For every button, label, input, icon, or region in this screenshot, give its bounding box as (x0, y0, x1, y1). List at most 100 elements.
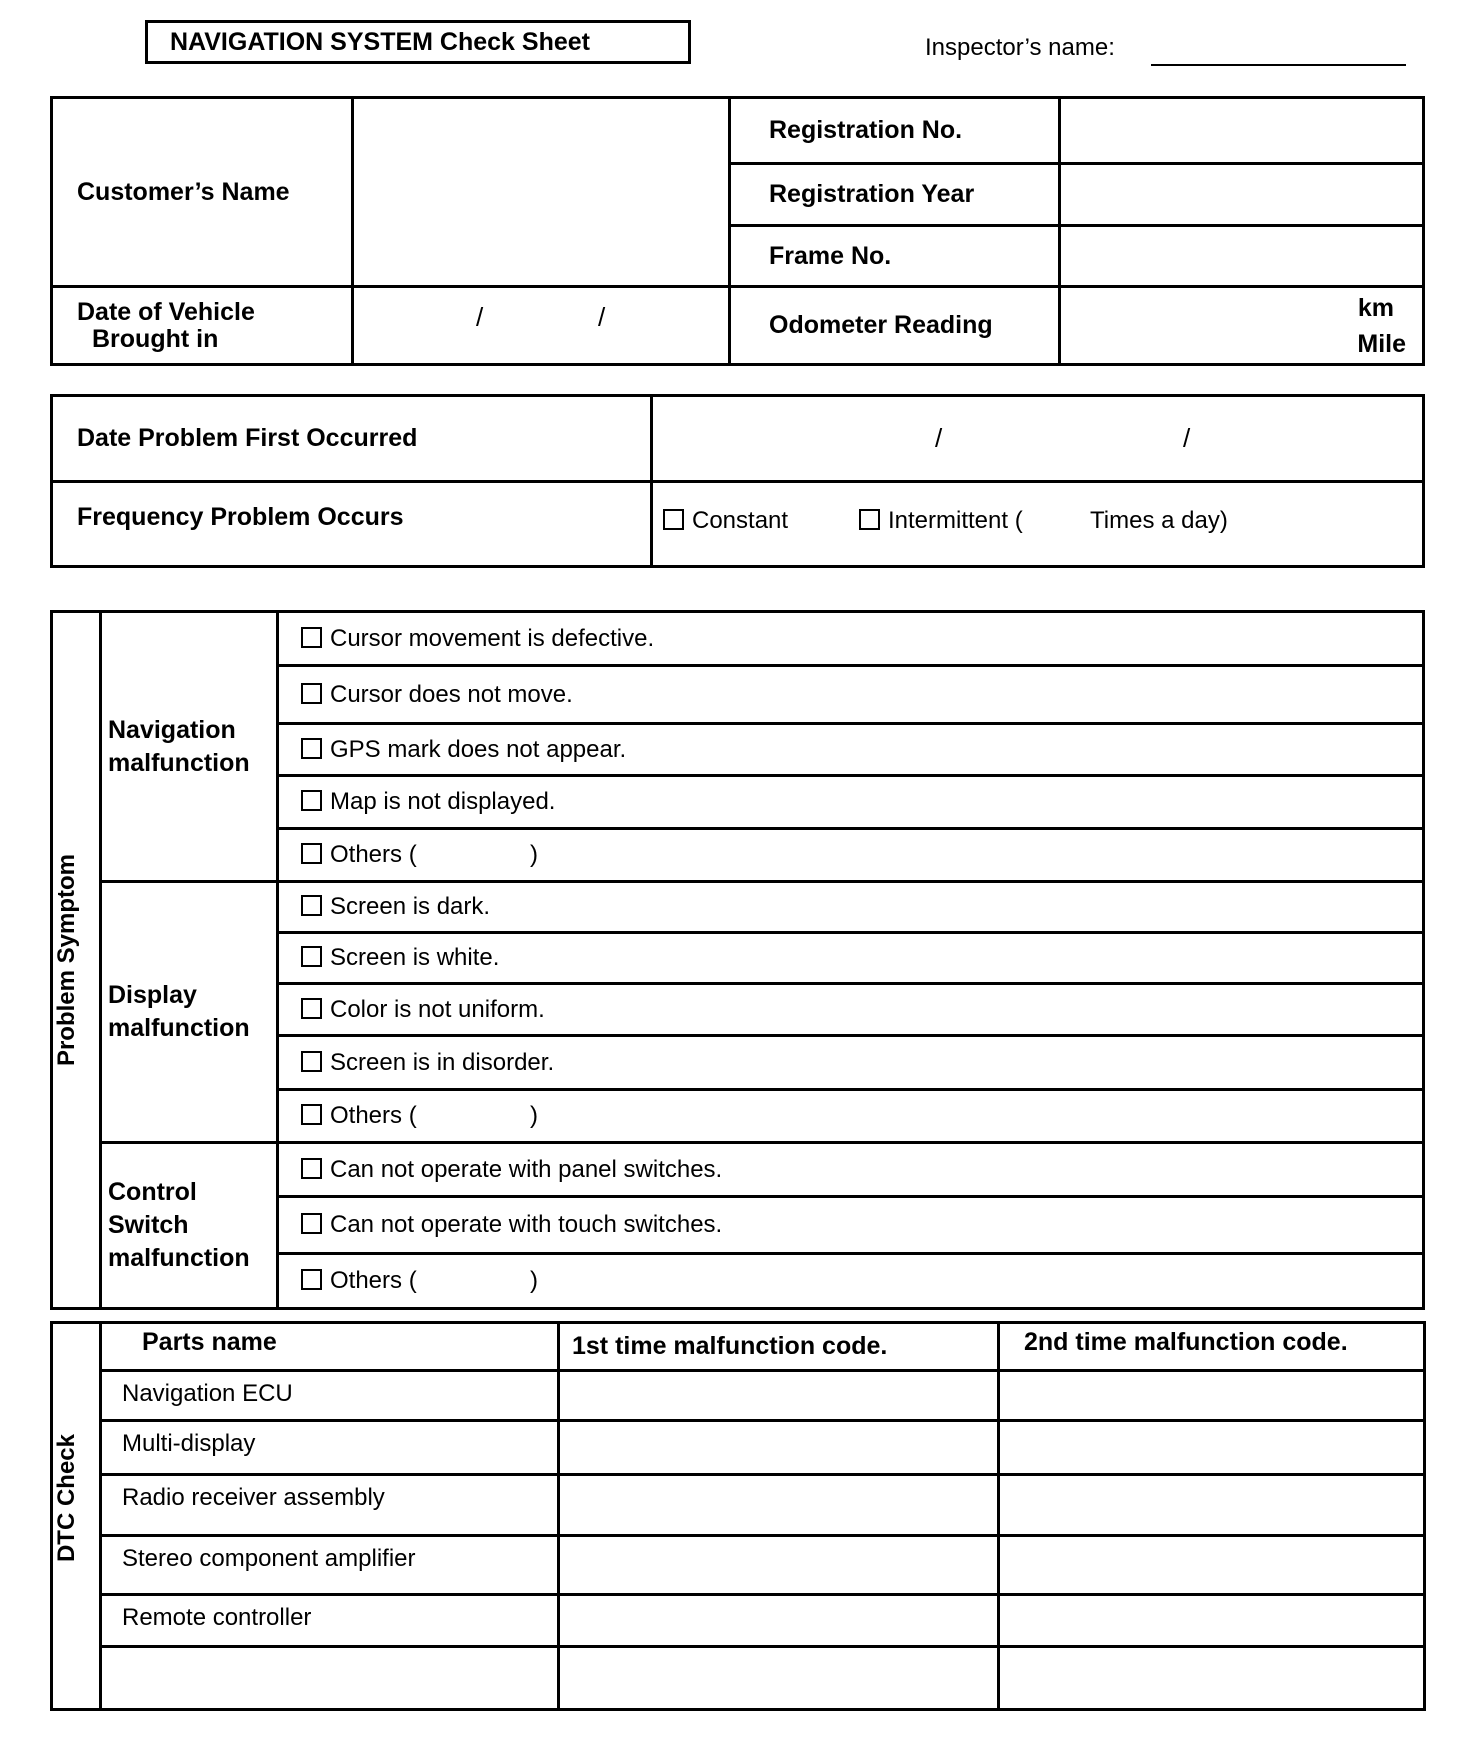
odometer-unit-mile: Mile (1357, 330, 1406, 358)
problem-symptom-label: Problem Symptom (53, 853, 80, 1067)
inspector-name-field[interactable] (1151, 64, 1406, 66)
registration-no-field[interactable] (1058, 96, 1425, 165)
checkbox[interactable] (301, 737, 322, 759)
frame-no-field[interactable] (1058, 224, 1425, 288)
registration-year-field[interactable] (1058, 162, 1425, 227)
symptom-item[interactable]: Can not operate with panel switches. (276, 1141, 1425, 1198)
second-code-field[interactable] (997, 1534, 1426, 1596)
symptom-group-label: Navigation malfunction (99, 610, 279, 883)
symptom-item[interactable]: Can not operate with touch switches. (276, 1195, 1425, 1255)
checkbox[interactable] (301, 1213, 322, 1234)
vehicle-info-table: Customer’s Name Registration No. Registr… (50, 96, 1425, 366)
dtc-row (52, 1645, 1426, 1711)
dtc-part-name: Radio receiver assembly (99, 1473, 560, 1537)
first-code-field[interactable] (557, 1534, 1000, 1596)
symptom-item[interactable]: Screen is dark. (276, 880, 1425, 934)
second-code-field[interactable] (997, 1419, 1426, 1476)
date-brought-in-label: Date of Vehicle Brought in (50, 285, 354, 366)
checkbox[interactable] (301, 682, 322, 704)
problem-occurrence-table: Date Problem First Occurred / / Frequenc… (50, 394, 1425, 568)
symptom-item-label: Cursor does not move. (330, 680, 573, 708)
checkbox[interactable] (301, 1050, 322, 1072)
checkbox[interactable] (301, 946, 322, 967)
dtc-row: Radio receiver assembly (52, 1473, 1426, 1537)
symptom-row: Screen is white. (52, 931, 1425, 985)
checkbox[interactable] (301, 895, 322, 916)
date-first-occurred-field[interactable]: / / (650, 394, 1425, 483)
symptom-row: Others ( ) (52, 827, 1425, 883)
symptom-item[interactable]: Screen is in disorder. (276, 1034, 1425, 1091)
date-separator: / (598, 302, 606, 332)
odometer-unit-km: km (1357, 294, 1394, 322)
symptom-group-label-line: Control (108, 1178, 197, 1206)
symptom-group-label: Control Switch malfunction (99, 1141, 279, 1310)
dtc-column-header: 1st time malfunction code. (557, 1321, 1000, 1372)
date-brought-in-label-line2: Brought in (92, 324, 219, 353)
symptom-item-label: Others ( ) (330, 841, 539, 868)
odometer-field[interactable]: km Mile (1058, 285, 1425, 366)
symptom-group-label-line: Display (108, 981, 197, 1009)
symptom-group-label: Display malfunction (99, 880, 279, 1144)
symptom-row: Display malfunction Screen is dark. (52, 880, 1425, 1144)
times-a-day-label: Times a day) (1090, 507, 1228, 534)
symptom-group-label-line: malfunction (108, 748, 250, 777)
checkbox[interactable] (859, 509, 880, 530)
intermittent-option[interactable]: Intermittent ( (859, 507, 1023, 535)
first-code-field[interactable] (557, 1473, 1000, 1537)
symptom-item[interactable]: Others ( ) (276, 1088, 1425, 1144)
first-code-field[interactable] (557, 1593, 1000, 1648)
symptom-item-label: Map is not displayed. (330, 788, 556, 815)
frequency-label: Frequency Problem Occurs (50, 480, 653, 568)
dtc-header-row: DTC Check Parts name 1st time malfunction … (50, 1321, 1426, 1711)
page-title: NAVIGATION SYSTEM Check Sheet (145, 20, 691, 64)
symptom-item[interactable]: Others ( ) (276, 827, 1425, 883)
date-separator: / (935, 423, 943, 453)
symptom-item-label: Color is not uniform. (330, 995, 545, 1023)
dtc-column-header: 2nd time malfunction code. (997, 1321, 1426, 1372)
checkbox[interactable] (663, 509, 684, 530)
first-code-field[interactable] (557, 1419, 1000, 1476)
symptom-item-label: Can not operate with panel switches. (330, 1155, 723, 1183)
dtc-part-name: Multi-display (99, 1419, 560, 1476)
symptom-row: Screen is in disorder. (52, 1034, 1425, 1091)
symptom-item[interactable]: Cursor does not move. (276, 664, 1425, 725)
symptom-row: Cursor does not move. (52, 664, 1425, 725)
checkbox[interactable] (301, 1104, 322, 1125)
symptom-item[interactable]: Screen is white. (276, 931, 1425, 985)
symptom-item-label: Others ( ) (330, 1102, 539, 1129)
second-code-field[interactable] (997, 1369, 1426, 1422)
dtc-check-label: DTC Check (53, 1434, 80, 1563)
second-code-field[interactable] (997, 1645, 1426, 1711)
symptom-item-label: Screen is dark. (330, 893, 491, 920)
checkbox[interactable] (301, 843, 322, 864)
checkbox[interactable] (301, 790, 322, 811)
checkbox[interactable] (301, 997, 322, 1019)
first-code-field[interactable] (557, 1369, 1000, 1422)
symptom-group-label-line: Navigation (108, 715, 236, 744)
symptom-row: Problem Symptom Navigation malfunction Curs… (50, 610, 1425, 1310)
symptom-item[interactable]: Cursor movement is defective. (276, 610, 1425, 667)
date-brought-in-label-line1: Date of Vehicle (77, 297, 255, 326)
second-code-field[interactable] (997, 1473, 1426, 1537)
dtc-part-name (99, 1645, 560, 1711)
checkbox[interactable] (301, 1269, 322, 1290)
intermittent-label: Intermittent ( (888, 507, 1023, 534)
registration-no-label: Registration No. (728, 96, 1061, 165)
customer-name-field[interactable] (351, 96, 731, 288)
symptom-item[interactable]: Color is not uniform. (276, 982, 1425, 1037)
first-code-field[interactable] (557, 1645, 1000, 1711)
checkbox[interactable] (301, 626, 322, 648)
symptom-item[interactable]: GPS mark does not appear. (276, 722, 1425, 777)
constant-option[interactable]: Constant (663, 507, 788, 535)
symptom-row: Control Switch malfunction Can not operate … (52, 1141, 1425, 1310)
symptom-item-label: Screen is in disorder. (330, 1048, 555, 1076)
dtc-column-header: Parts name (99, 1321, 560, 1372)
symptom-group-label-line: Switch (108, 1211, 189, 1239)
date-brought-in-field[interactable]: / / (351, 285, 731, 366)
checkbox[interactable] (301, 1157, 322, 1179)
second-code-field[interactable] (997, 1593, 1426, 1648)
symptom-row: Can not operate with touch switches. (52, 1195, 1425, 1255)
symptom-item[interactable]: Map is not displayed. (276, 774, 1425, 830)
registration-year-label: Registration Year (728, 162, 1061, 227)
symptom-item[interactable]: Others ( ) (276, 1252, 1425, 1310)
